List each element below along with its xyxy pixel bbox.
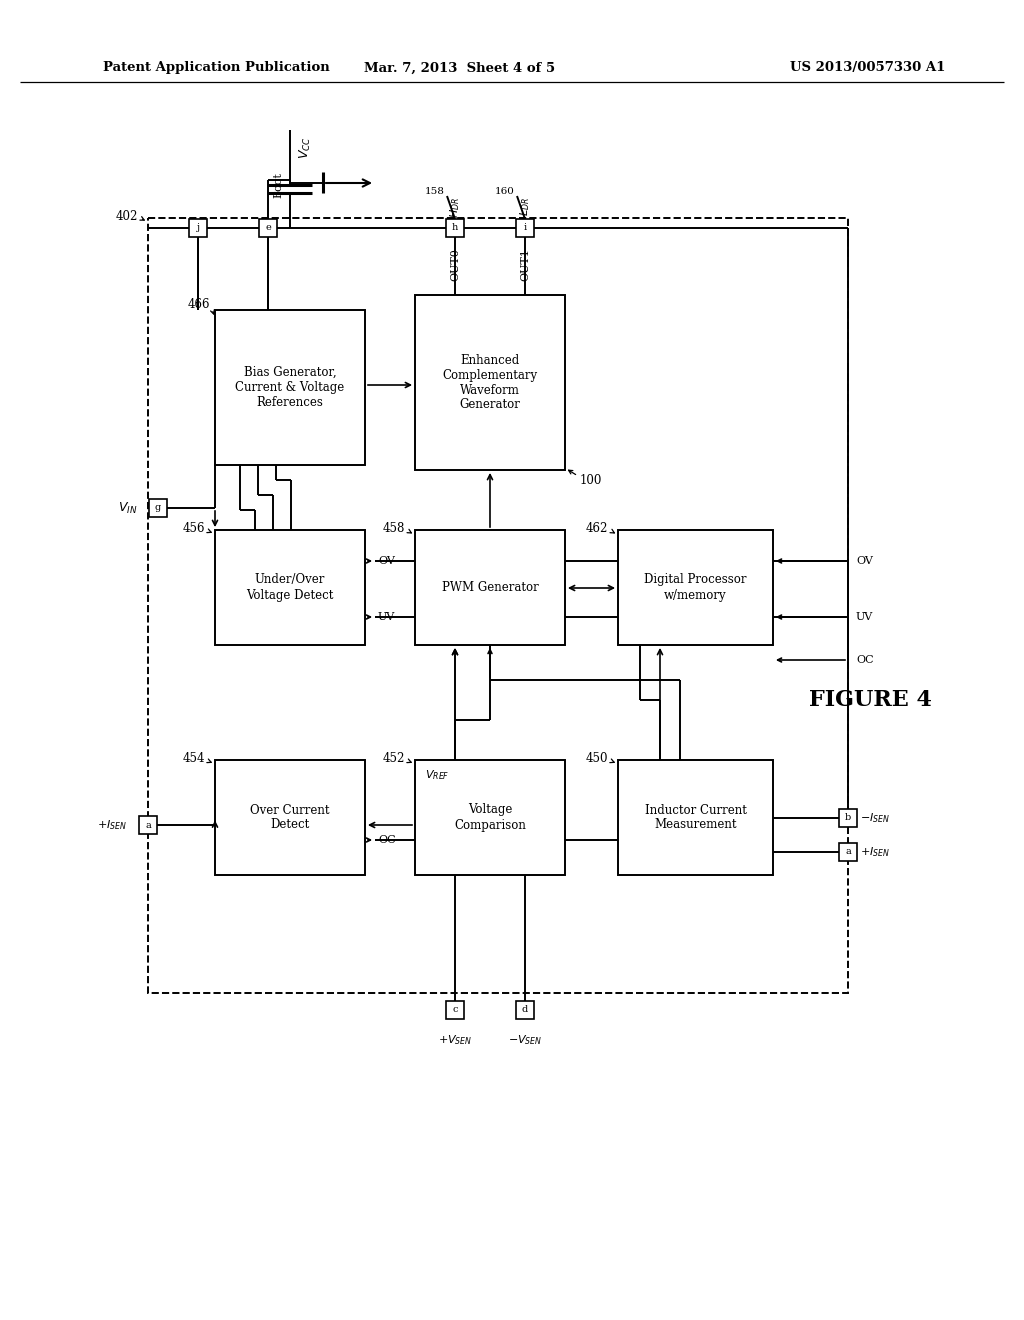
Bar: [215, 310, 365, 465]
Text: 454: 454: [182, 751, 205, 764]
Bar: [618, 531, 773, 645]
Text: Under/Over
Voltage Detect: Under/Over Voltage Detect: [247, 573, 334, 602]
Text: Over Current
Detect: Over Current Detect: [250, 804, 330, 832]
Text: OUT0: OUT0: [450, 248, 460, 281]
Text: Patent Application Publication: Patent Application Publication: [103, 62, 330, 74]
Text: c: c: [453, 1006, 458, 1015]
Text: 158: 158: [425, 187, 445, 197]
Text: $H_{DR}$: $H_{DR}$: [449, 197, 462, 218]
Text: a: a: [145, 821, 151, 829]
Bar: [259, 219, 278, 238]
Text: Digital Processor
w/memory: Digital Processor w/memory: [644, 573, 746, 602]
Text: $-V_{SEN}$: $-V_{SEN}$: [508, 1034, 542, 1047]
Text: 462: 462: [586, 521, 608, 535]
Bar: [189, 219, 207, 238]
Bar: [148, 218, 848, 993]
Text: Mar. 7, 2013  Sheet 4 of 5: Mar. 7, 2013 Sheet 4 of 5: [365, 62, 556, 74]
Text: $L_{DR}$: $L_{DR}$: [518, 198, 531, 216]
Bar: [446, 219, 464, 238]
Bar: [839, 809, 857, 828]
Text: 402: 402: [116, 210, 138, 223]
Text: OC: OC: [856, 655, 873, 665]
Text: 452: 452: [383, 751, 406, 764]
Text: b: b: [845, 813, 851, 822]
Text: 450: 450: [586, 751, 608, 764]
Text: 456: 456: [182, 521, 205, 535]
Text: g: g: [155, 503, 161, 512]
Text: OC: OC: [378, 836, 395, 845]
Text: h: h: [452, 223, 458, 232]
Text: Voltage
Comparison: Voltage Comparison: [454, 804, 526, 832]
Text: Bias Generator,
Current & Voltage
References: Bias Generator, Current & Voltage Refere…: [236, 366, 345, 409]
Text: Enhanced
Complementary
Waveform
Generator: Enhanced Complementary Waveform Generato…: [442, 354, 538, 412]
Text: e: e: [265, 223, 271, 232]
Text: 160: 160: [496, 187, 515, 197]
Text: $+V_{SEN}$: $+V_{SEN}$: [438, 1034, 472, 1047]
Text: Boot: Boot: [273, 172, 283, 198]
Bar: [446, 1001, 464, 1019]
Text: OV: OV: [378, 556, 395, 566]
Bar: [516, 219, 534, 238]
Bar: [839, 843, 857, 861]
Text: j: j: [197, 223, 200, 232]
Text: 466: 466: [187, 298, 210, 312]
Text: FIGURE 4: FIGURE 4: [809, 689, 932, 711]
Bar: [618, 760, 773, 875]
Text: OUT1: OUT1: [520, 248, 530, 281]
Text: $V_{CC}$: $V_{CC}$: [298, 137, 313, 160]
Text: UV: UV: [856, 612, 873, 622]
Text: PWM Generator: PWM Generator: [441, 581, 539, 594]
Bar: [150, 499, 167, 517]
Text: d: d: [522, 1006, 528, 1015]
Bar: [516, 1001, 534, 1019]
Text: a: a: [845, 847, 851, 857]
Text: US 2013/0057330 A1: US 2013/0057330 A1: [790, 62, 945, 74]
Text: OV: OV: [856, 556, 872, 566]
Text: $V_{REF}$: $V_{REF}$: [425, 768, 450, 781]
Text: Inductor Current
Measurement: Inductor Current Measurement: [644, 804, 746, 832]
Bar: [215, 760, 365, 875]
Text: $+I_{SEN}$: $+I_{SEN}$: [860, 845, 890, 859]
Text: $+I_{SEN}$: $+I_{SEN}$: [97, 818, 127, 832]
Text: $V_{IN}$: $V_{IN}$: [118, 500, 137, 516]
Bar: [139, 816, 157, 834]
Text: $-I_{SEN}$: $-I_{SEN}$: [860, 810, 890, 825]
Text: i: i: [523, 223, 526, 232]
Text: 100: 100: [580, 474, 602, 487]
Text: 458: 458: [383, 521, 406, 535]
Bar: [415, 760, 565, 875]
Text: UV: UV: [378, 612, 395, 622]
Bar: [215, 531, 365, 645]
Bar: [415, 531, 565, 645]
Bar: [415, 294, 565, 470]
